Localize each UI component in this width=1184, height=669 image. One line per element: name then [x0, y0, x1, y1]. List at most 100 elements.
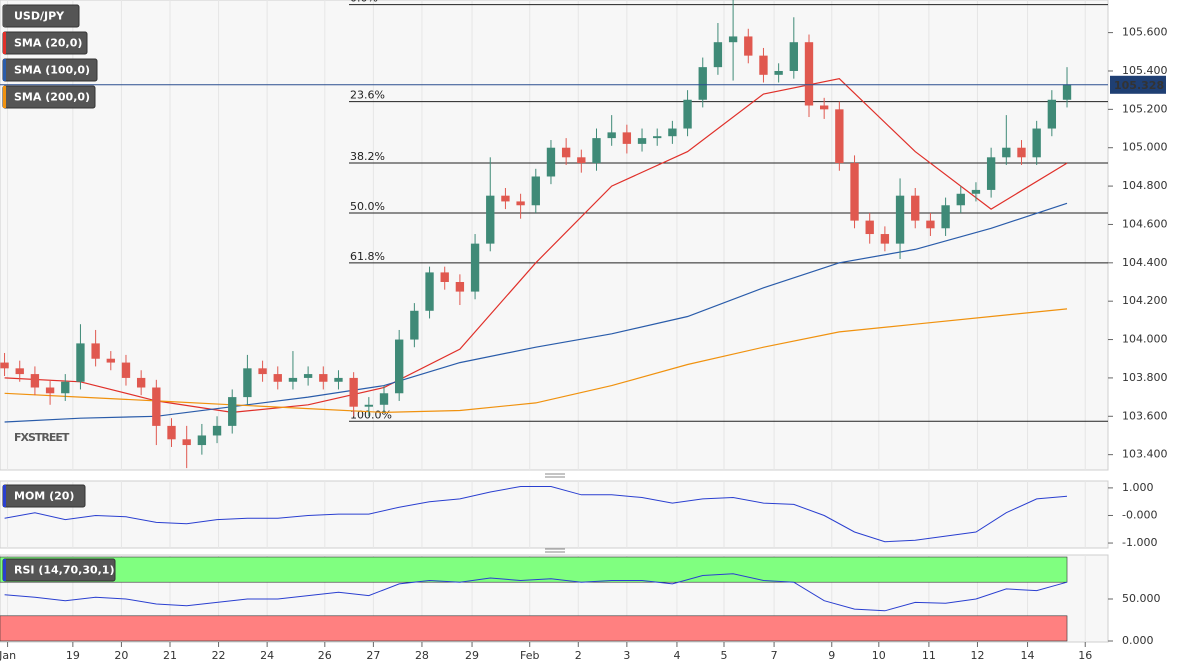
x-tick-label: 14	[1021, 649, 1035, 662]
y-tick-label: -0.000	[1122, 508, 1157, 521]
candle-body	[197, 435, 207, 446]
legend-button[interactable]: SMA (200,0)	[2, 85, 96, 109]
candle-body	[1062, 84, 1072, 100]
candle-body	[986, 157, 996, 190]
legend-button[interactable]: SMA (100,0)	[2, 58, 98, 82]
indicator-line	[4, 573, 1068, 612]
y-tick-label: 103.600	[1122, 409, 1168, 422]
y-tick-label: 50.000	[1122, 592, 1161, 605]
candle-body	[136, 377, 146, 388]
candle-body	[728, 36, 738, 43]
candle-body	[880, 234, 890, 244]
candle-body	[45, 387, 55, 394]
candle-body	[683, 99, 692, 129]
y-tick-label: 105.200	[1122, 102, 1168, 115]
y-tick-label: 105.000	[1122, 141, 1168, 154]
x-tick-label: 12	[970, 649, 984, 662]
y-tick-label: 103.800	[1122, 371, 1168, 384]
candle-body	[789, 42, 798, 71]
x-tick-label: 20	[114, 649, 128, 662]
legend-button[interactable]: USD/JPY	[2, 4, 80, 28]
y-tick-label: 0.000	[1122, 634, 1154, 647]
last-price-label: 105.328	[1114, 79, 1164, 92]
candle-body	[546, 147, 556, 177]
x-tick-label: 3	[623, 649, 630, 662]
panel-divider[interactable]	[545, 473, 565, 478]
fib-label: 61.8%	[350, 250, 385, 263]
y-tick-label: 105.600	[1122, 26, 1168, 39]
legend-swatch	[3, 59, 6, 81]
legend-button[interactable]: SMA (20,0)	[2, 31, 88, 55]
y-tick-label: -1.000	[1122, 536, 1157, 549]
y-tick-label: 103.400	[1122, 448, 1168, 461]
x-tick-label: 10	[872, 649, 886, 662]
candle-body	[30, 374, 40, 388]
legend-button[interactable]: MOM (20)	[2, 484, 86, 508]
candle-body	[1017, 147, 1026, 158]
candle-body	[425, 272, 434, 311]
x-tick-label: Feb	[520, 649, 539, 662]
last-price-box	[1110, 75, 1166, 94]
legend-swatch	[3, 485, 6, 507]
y-tick-label: 104.400	[1122, 256, 1168, 269]
legend-swatch	[3, 5, 6, 27]
candle-body	[577, 157, 586, 164]
y-tick-label: 1.000	[1122, 481, 1154, 494]
candle-body	[182, 439, 191, 446]
candle-body	[440, 272, 449, 282]
watermark: FXSTREET	[14, 431, 70, 444]
zone	[0, 615, 1068, 642]
sma-line	[4, 78, 1068, 414]
x-tick-label: Jan	[0, 649, 16, 662]
fib-label: 100.0%	[350, 408, 392, 421]
candle-body	[637, 138, 647, 144]
mom-plot	[4, 481, 1086, 548]
candle-body	[486, 195, 495, 244]
y-tick-label: 104.800	[1122, 179, 1168, 192]
candle-body	[744, 36, 753, 56]
candle-body	[592, 138, 601, 164]
zone	[0, 556, 1068, 583]
candle-body	[835, 109, 844, 164]
candle-body	[167, 425, 176, 440]
candle-body	[152, 387, 161, 426]
candle-body	[61, 381, 70, 394]
candle-body	[76, 343, 85, 382]
candle-body	[759, 55, 768, 75]
candle-body	[911, 195, 920, 221]
fib-label: 38.2%	[350, 150, 385, 163]
candle-body	[243, 368, 252, 398]
candle-body	[1047, 99, 1057, 129]
legend-button[interactable]: RSI (14,70,30,1)	[2, 558, 116, 582]
legend-label: SMA (100,0)	[14, 64, 90, 77]
y-tick-label: 105.400	[1122, 64, 1168, 77]
candle-body	[531, 176, 540, 206]
candle-body	[865, 220, 874, 235]
candle-body	[713, 42, 723, 68]
candle-body	[653, 136, 662, 139]
candle-body	[926, 220, 935, 229]
candle-body	[0, 362, 9, 369]
x-tick-label: 19	[66, 649, 80, 662]
candle-body	[15, 368, 24, 375]
candle-body	[470, 243, 480, 292]
candle-body	[288, 377, 298, 382]
candle-body	[941, 205, 950, 229]
fib-label: 23.6%	[350, 89, 385, 102]
y-tick-label: 104.000	[1122, 333, 1168, 346]
legend-label: SMA (20,0)	[14, 37, 82, 50]
x-tick-label: 4	[673, 649, 680, 662]
x-tick-label: 7	[771, 649, 778, 662]
x-tick-label: 21	[163, 649, 177, 662]
candle-body	[121, 362, 131, 378]
candle-body	[561, 147, 571, 158]
panel-divider[interactable]	[545, 548, 565, 553]
candle-body	[379, 393, 389, 405]
x-tick-label: 26	[318, 649, 332, 662]
x-tick-label: 22	[212, 649, 226, 662]
x-tick-label: 11	[922, 649, 936, 662]
sma-line	[4, 202, 1068, 423]
x-tick-label: 28	[415, 649, 429, 662]
x-tick-label: 5	[720, 649, 727, 662]
